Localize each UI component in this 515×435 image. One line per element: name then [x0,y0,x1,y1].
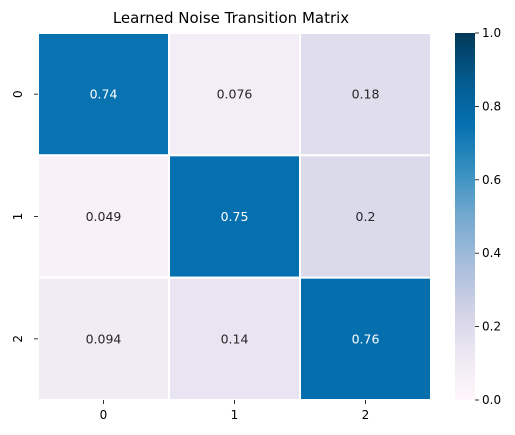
cell-value-label: 0.75 [221,209,249,224]
colorbar-tick-label: 0.8 [482,99,501,113]
cell-value-label: 0.2 [356,209,376,224]
colorbar-gradient [455,33,475,400]
x-tick-label: 2 [362,408,370,422]
y-tick-label: 2 [11,335,25,343]
x-tick-label: 1 [231,408,239,422]
cell-value-label: 0.094 [86,331,122,346]
y-axis: 0 1 2 [11,90,38,343]
colorbar-ticks: 0.0 0.2 0.4 0.6 0.8 1.0 [475,26,501,407]
cell-value-label: 0.14 [221,331,249,346]
cell-value-label: 0.74 [90,87,118,102]
y-tick-label: 1 [11,213,25,221]
cell-value-label: 0.076 [217,87,253,102]
heatmap-cell-r0-c1 [168,32,301,157]
colorbar-tick-label: 0.2 [482,320,501,334]
colorbar: 0.0 0.2 0.4 0.6 0.8 1.0 [455,26,501,407]
chart-title: Learned Noise Transition Matrix [113,9,349,27]
colorbar-tick-label: 0.4 [482,246,501,260]
heatmap-cells: 0.74 0.076 0.18 0.049 0.75 0.2 0.094 0.14 0.76 [37,32,432,401]
heatmap-cell-r1-c0 [37,154,170,279]
cell-value-label: 0.18 [352,87,380,102]
x-axis: 0 1 2 [100,400,370,422]
heatmap-cell-r1-c2 [299,154,432,279]
x-tick-label: 0 [100,408,108,422]
colorbar-tick-label: 0.0 [482,393,501,407]
heatmap-cell-r2-c1 [168,276,301,401]
y-tick-label: 0 [11,90,25,98]
cell-value-label: 0.049 [86,209,122,224]
colorbar-tick-label: 0.6 [482,173,501,187]
cell-value-label: 0.76 [352,331,380,346]
heatmap-cell-r0-c0 [37,32,170,157]
heatmap-cell-r0-c2 [299,32,432,157]
colorbar-tick-label: 1.0 [482,26,501,40]
